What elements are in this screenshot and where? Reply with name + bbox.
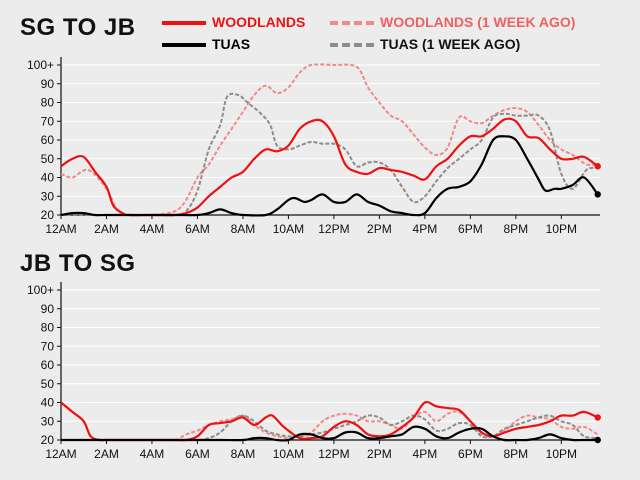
x-tick-label: 2PM	[367, 222, 392, 236]
legend-tuas-prev: TUAS (1 WEEK AGO)	[330, 36, 520, 52]
y-tick-label: 20	[41, 208, 55, 222]
x-tick-label: 10PM	[546, 222, 577, 236]
chart-panel-1: 20 30 40 50 60 70 80 90 100+ 12AM 2AM 4AM 6AM 8AM 10AM…	[27, 282, 601, 461]
legend-woodlands-prev: WOODLANDS (1 WEEK AGO)	[330, 14, 575, 30]
legend-label-woodlands-prev: WOODLANDS (1 WEEK AGO)	[380, 14, 576, 30]
series-line-tuas-prev	[61, 414, 598, 442]
chart-title-jb-to-sg: JB TO SG	[20, 250, 136, 277]
x-tick-label: 4PM	[413, 222, 438, 236]
y-tick-label: 80	[41, 321, 55, 335]
x-tick-label: 6AM	[185, 222, 210, 236]
y-tick-label: 50	[41, 377, 55, 391]
x-tick-label: 10AM	[273, 222, 304, 236]
legend-swatch-woodlands	[162, 21, 206, 26]
y-tick-label: 90	[41, 302, 55, 316]
x-tick-label: 10PM	[546, 447, 577, 461]
chart-title-sg-to-jb: SG TO JB	[20, 14, 136, 41]
y-tick-label: 50	[41, 152, 55, 166]
x-tick-label: 12AM	[45, 222, 76, 236]
y-tick-label: 100+	[27, 58, 54, 72]
x-tick-label: 2AM	[94, 447, 119, 461]
legend-woodlands: WOODLANDS	[162, 14, 305, 30]
x-tick-label: 8PM	[504, 222, 529, 236]
y-tick-label: 100+	[27, 283, 54, 297]
legend-label-woodlands: WOODLANDS	[212, 14, 306, 30]
y-tick-label: 70	[41, 114, 55, 128]
x-tick-label: 4PM	[413, 447, 438, 461]
y-tick-label: 20	[41, 433, 55, 447]
y-tick-label: 60	[41, 358, 55, 372]
chart-panel-0: 20 30 40 50 60 70 80 90 100+ 12AM 2AM 4AM 6AM 8AM 10AM…	[27, 57, 601, 236]
series-end-point-woodlands	[594, 414, 601, 421]
series-end-point-tuas	[594, 436, 601, 444]
x-tick-label: 6PM	[458, 222, 483, 236]
y-tick-label: 40	[41, 171, 55, 185]
y-tick-label: 90	[41, 77, 55, 91]
legend-label-tuas-prev: TUAS (1 WEEK AGO)	[380, 36, 521, 52]
y-tick-label: 60	[41, 133, 55, 147]
y-tick-label: 70	[41, 339, 55, 353]
y-tick-label: 40	[41, 396, 55, 410]
x-tick-label: 10AM	[273, 447, 304, 461]
x-tick-label: 12AM	[45, 447, 76, 461]
legend-swatch-woodlands-prev	[330, 21, 374, 26]
series-end-point-tuas	[594, 191, 601, 198]
series-line-tuas	[61, 425, 598, 442]
legend-tuas: TUAS	[162, 36, 250, 52]
series-line-woodlands-prev	[60, 63, 598, 217]
x-tick-label: 8AM	[231, 447, 256, 461]
x-tick-label: 8AM	[231, 222, 256, 236]
legend-swatch-tuas	[162, 43, 206, 48]
series-end-point-woodlands	[594, 163, 601, 170]
x-tick-label: 12PM	[318, 447, 349, 461]
series-line-woodlands	[60, 117, 599, 217]
y-tick-label: 80	[41, 96, 55, 110]
x-tick-label: 2PM	[367, 447, 392, 461]
legend-swatch-tuas-prev	[330, 43, 374, 48]
x-tick-label: 2AM	[94, 222, 119, 236]
x-tick-label: 12PM	[318, 222, 349, 236]
x-tick-label: 6PM	[458, 447, 483, 461]
x-tick-label: 4AM	[140, 222, 165, 236]
x-tick-label: 6AM	[185, 447, 210, 461]
series-line-woodlands-prev	[61, 410, 599, 442]
y-tick-label: 30	[41, 414, 55, 428]
series-line-tuas	[60, 135, 599, 217]
legend-label-tuas: TUAS	[212, 36, 251, 52]
x-tick-label: 8PM	[504, 447, 529, 461]
series-line-tuas-prev	[61, 92, 598, 217]
y-tick-label: 30	[41, 189, 55, 203]
x-tick-label: 4AM	[140, 447, 165, 461]
